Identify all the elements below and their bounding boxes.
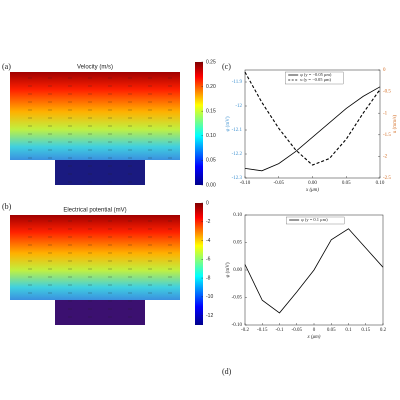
series-line [244,86,381,172]
x-tick-label: 0.15 [361,328,370,333]
y-tick-label: -11.9 [232,80,243,85]
y-tick-label: -2 [383,155,388,160]
x-tick-label: 0.00 [308,181,317,186]
x-tick-label: -0.15 [257,328,268,333]
panel-label: (c) [222,62,231,71]
x-tick-label: 0.05 [327,328,336,333]
axes-frame [244,69,381,179]
y-tick-label: -12.3 [232,176,243,181]
y-tick-label: -1 [383,111,388,116]
x-tick-label: -0.2 [241,328,249,333]
colorbar [195,203,203,325]
x-axis-label: x (μm) [305,188,319,193]
colorbar-tick-label: -2 [206,219,211,225]
y-tick-label: -2.5 [383,176,391,181]
colorbar-tick-label: -8 [206,275,211,281]
colorbar-tick-label: 0.00 [206,182,216,188]
y-tick-label: 0.00 [233,268,242,273]
series-line [244,71,381,166]
colorbar [195,62,203,185]
heatmap-title: Velocity (m/s) [77,65,113,71]
field-region [10,72,180,160]
colorbar-tick-label: -4 [206,238,211,244]
x-tick-label: -0.05 [274,181,285,186]
legend-label: φ (y = 0.1 μm) [301,217,328,222]
panel-label: (d) [222,367,232,376]
colorbar-tick-label: -10 [206,294,213,300]
y-tick-label: -12.2 [232,152,243,157]
colorbar-tick-label: 0.20 [206,84,216,90]
field-region [10,215,180,300]
field-block [55,160,145,185]
colorbar-tick-label: 0.05 [206,158,216,164]
colorbar-tick-label: 0 [206,200,209,206]
y-tick-label: -12.1 [232,128,243,133]
series-line [244,228,384,314]
y-axis-label: φ (mV) [226,116,231,131]
y-tick-label: -0.05 [232,296,243,301]
x-tick-label: 0 [313,328,316,333]
legend-label: u (y = −0.05 μm) [300,77,331,82]
y-tick-label: -12 [235,104,242,109]
legend-label: φ (y = −0.05 μm) [300,72,332,77]
x-tick-label: 0.05 [342,181,351,186]
colorbar-tick-label: 0.10 [206,133,216,139]
y-axis-label: φ (mV) [226,262,231,277]
legend-box [285,71,344,85]
y-tick-label: -1.5 [383,133,391,138]
heatmap-title: Electrical potential (mV) [63,208,126,214]
x-tick-label: -0.05 [292,328,303,333]
colorbar-tick-label: 0.15 [206,109,216,115]
panel-label: (a) [2,62,11,71]
y-tick-label: 0.05 [233,241,242,246]
x-tick-label: 0.2 [380,328,387,333]
x-axis-label: x (μm) [307,335,321,340]
y-tick-label: -0.5 [383,90,391,95]
x-tick-label: -0.1 [276,328,284,333]
y2-axis-label: u (mm/s) [393,115,398,134]
colorbar-tick-label: 0.25 [206,59,216,65]
x-tick-label: 0.10 [376,181,385,186]
x-tick-label: -0.10 [240,181,251,186]
y-tick-label: -0.10 [232,323,243,328]
field-block [55,300,145,325]
y-tick-label: 0.10 [233,213,242,218]
x-tick-label: 0.1 [345,328,352,333]
colorbar-tick-label: -12 [206,313,213,319]
colorbar-tick-label: -6 [206,257,211,263]
y-tick-label: 0 [383,68,386,73]
legend-box [286,216,345,225]
panel-label: (b) [2,202,12,211]
